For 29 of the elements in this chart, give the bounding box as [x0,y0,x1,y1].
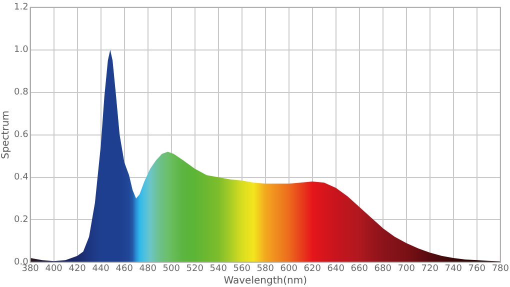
x-tick-label: 540 [210,264,228,274]
x-tick-label: 460 [116,264,134,274]
x-tick-label: 480 [139,264,157,274]
x-tick-label: 620 [304,264,322,274]
x-tick-label: 780 [492,264,510,274]
x-tick-label: 520 [186,264,204,274]
y-tick-label: 1.0 [14,45,29,56]
x-tick-label: 640 [327,264,345,274]
y-tick-label: 1.2 [14,2,28,13]
x-tick-label: 760 [468,264,486,274]
x-tick-label: 580 [256,264,274,274]
x-tick-label: 560 [233,264,251,274]
x-tick-label: 420 [68,264,86,274]
x-tick-label: 700 [398,264,416,274]
x-tick-label: 380 [22,264,40,274]
x-tick-label: 500 [162,264,180,274]
x-tick-label: 400 [45,264,63,274]
x-tick-label: 660 [350,264,368,274]
y-axis-title: Spectrum [0,110,12,160]
x-tick-label: 720 [421,264,439,274]
y-tick-label: 0.4 [14,172,29,183]
y-tick-label: 0.8 [14,88,29,98]
x-axis-title: Wavelength(nm) [224,276,308,287]
x-tick-label: 600 [280,264,298,274]
y-tick-label: 0.6 [14,130,29,140]
x-tick-label: 440 [92,264,110,274]
y-tick-label: 0.2 [14,215,28,226]
x-tick-label: 740 [444,264,462,274]
x-tick-label: 680 [374,264,392,274]
